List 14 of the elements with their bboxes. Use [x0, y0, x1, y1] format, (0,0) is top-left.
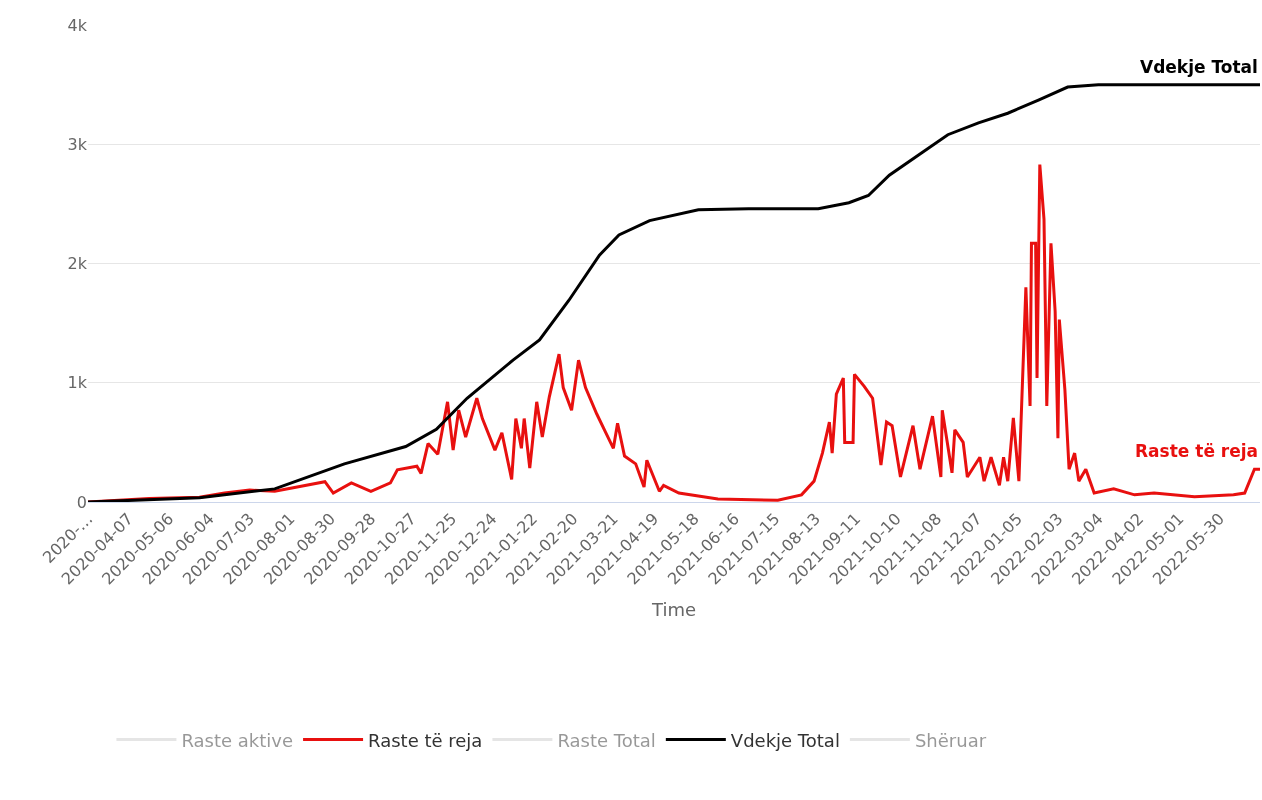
legend-label: Vdekje Total: [730, 729, 840, 751]
text: Raste të reja: [1135, 441, 1259, 461]
legend-label: Raste Total: [557, 729, 656, 751]
text: Vdekje Total: [1140, 57, 1258, 77]
line-series: [88, 83, 1260, 502]
legend-label: Raste të reja: [368, 729, 483, 751]
y-tick-label: 4k: [67, 15, 88, 35]
x-axis-title: Time: [650, 598, 697, 620]
y-tick-label: 2k: [67, 254, 88, 274]
y-tick-label: 3k: [67, 134, 88, 154]
y-tick-label: 1k: [67, 373, 88, 393]
legend-label: Raste aktive: [181, 729, 294, 751]
y-tick-label: 0: [76, 492, 87, 512]
legend-label: Shëruar: [914, 729, 987, 751]
